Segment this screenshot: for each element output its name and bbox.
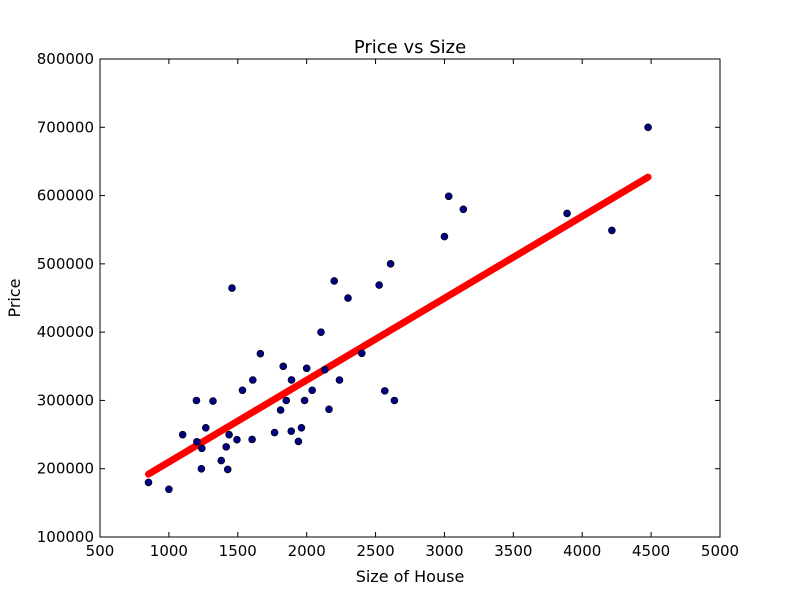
data-point [380,387,389,395]
x-tick-label: 500 [86,542,115,560]
y-tick-label: 100000 [37,528,94,546]
fit-line-layer [144,173,652,478]
plot-area [100,59,720,537]
data-point [282,396,291,405]
points-layer [144,123,652,494]
data-point [302,364,311,373]
x-tick-label: 1500 [219,542,257,560]
x-tick-label: 5000 [701,542,739,560]
y-tick-label: 800000 [37,50,94,68]
data-point [375,281,383,289]
data-point [287,376,296,384]
data-point [317,328,325,337]
data-point [225,430,233,439]
data-point [222,443,231,451]
data-point [297,424,306,432]
data-point [444,192,453,201]
data-point [294,437,303,446]
data-point [287,427,296,435]
plot-frame [99,58,721,538]
data-point [335,376,344,384]
data-point [198,444,206,453]
data-point [300,396,309,405]
data-point [202,424,210,432]
data-point [256,349,265,358]
data-point [238,386,247,395]
data-point [228,284,236,292]
data-point [270,428,279,437]
data-point [357,349,366,358]
x-tick-label: 2500 [356,542,394,560]
y-axis-label: Price [5,278,24,317]
data-point [459,205,468,214]
x-tick-label: 4000 [563,542,601,560]
x-tick-label: 1000 [150,542,188,560]
data-point [325,405,333,414]
data-point [248,376,257,384]
data-point [144,478,153,487]
y-tick-label: 400000 [37,323,94,341]
fit-line [144,173,652,478]
data-point [193,437,201,446]
ticks-layer: 500 1000 1500 2000 2500 3000 3500 4000 4500 5000 1… [37,50,739,560]
data-point [308,386,316,395]
data-point [344,294,352,302]
data-point [390,396,399,405]
data-point [279,362,288,371]
data-point [644,123,652,132]
data-point [248,435,256,444]
x-tick-label: 3500 [494,542,532,560]
data-point [217,456,226,465]
data-point [197,464,206,473]
y-tick-label: 200000 [37,460,94,478]
x-tick-label: 4500 [632,542,670,560]
data-point [276,406,285,414]
y-tick-label: 500000 [37,255,94,273]
data-point [223,465,232,474]
data-point [440,232,449,241]
data-point [563,209,571,218]
data-point [209,397,217,405]
data-point [233,435,241,444]
data-point [178,430,187,439]
data-point [165,485,173,494]
data-point [608,226,616,235]
data-point [330,277,339,285]
chart-title: Price vs Size [354,37,466,58]
data-point [386,260,395,268]
y-tick-label: 700000 [37,118,94,136]
x-axis-label: Size of House [356,567,465,586]
data-point [192,396,201,405]
data-point [321,365,329,374]
x-tick-label: 2000 [288,542,326,560]
y-tick-label: 300000 [37,391,94,409]
y-tick-label: 600000 [37,187,94,205]
x-tick-label: 3000 [425,542,463,560]
